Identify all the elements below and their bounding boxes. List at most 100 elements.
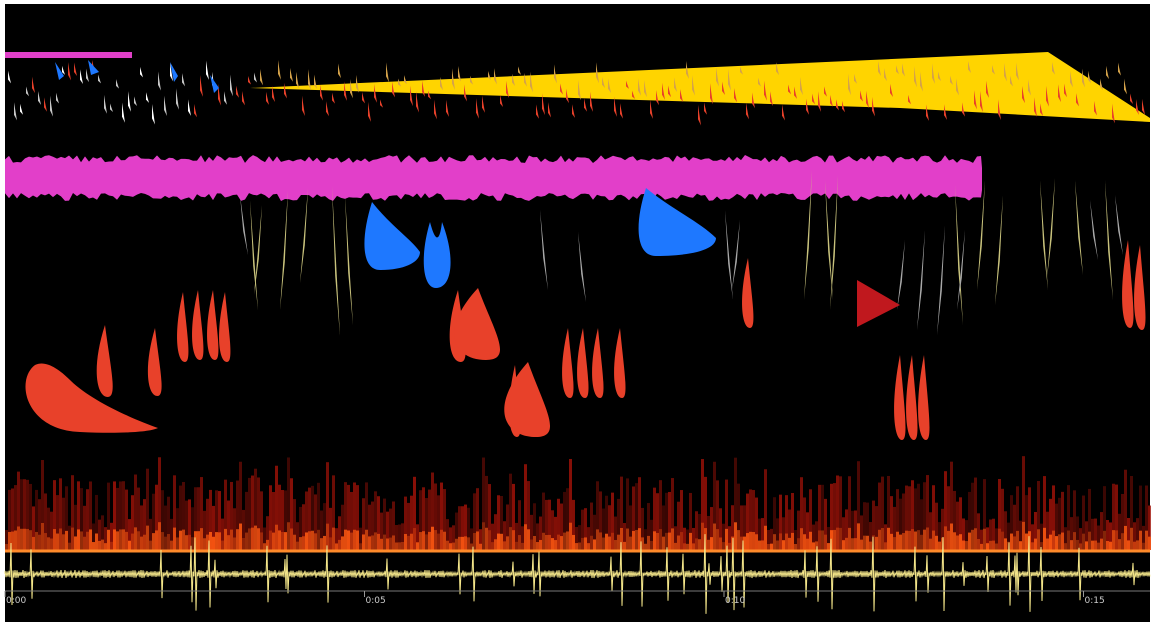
spectrogram-hot [383, 535, 386, 550]
spectrogram-hot [788, 538, 791, 550]
spectrogram-hot [1100, 539, 1103, 550]
spectrogram-hot [557, 535, 560, 550]
spectrogram-hot [896, 532, 899, 550]
spectrogram-hot [992, 541, 995, 550]
spectrogram-hot [671, 528, 674, 550]
spectrogram-hot [707, 540, 710, 550]
spectrogram-hot [1067, 531, 1070, 550]
spectrogram-hot [602, 538, 605, 550]
spectrogram-hot [785, 534, 788, 550]
spectrogram-hot [1085, 541, 1088, 550]
spectrogram-hot [728, 543, 731, 550]
spectrogram-hot [74, 536, 77, 550]
spectrogram-hot [839, 528, 842, 550]
spectrogram-hot [476, 531, 479, 550]
spectrogram-hot [446, 541, 449, 550]
spectrogram-hot [656, 533, 659, 550]
spectrogram-hot [1106, 541, 1109, 550]
spectrogram-hot [293, 535, 296, 550]
spectrogram-hot [851, 538, 854, 550]
spectrogram-hot [908, 531, 911, 550]
spectrogram-hot [1130, 528, 1133, 550]
spectrogram-hot [197, 531, 200, 550]
spectrogram-hot [386, 538, 389, 550]
spectrogram-hot [92, 542, 95, 550]
spectrogram-hot [482, 522, 485, 550]
spectrogram-hot [221, 541, 224, 550]
spectrogram-hot [443, 532, 446, 550]
spectrogram-hot [890, 534, 893, 550]
spectrogram-hot [596, 529, 599, 550]
spectrogram-hot [710, 537, 713, 550]
spectrogram-hot [107, 530, 110, 550]
spectrogram-hot [347, 530, 350, 550]
spectrogram-hot [1049, 535, 1052, 550]
spectrogram-hot [458, 537, 461, 550]
spectrogram-hot [866, 536, 869, 550]
spectrogram-hot [152, 533, 155, 550]
spectrogram-hot [200, 528, 203, 550]
spectrogram-hot [983, 529, 986, 550]
spectrogram-hot [305, 532, 308, 550]
spectrogram-hot [782, 540, 785, 550]
spectrogram-hot [959, 534, 962, 550]
spectrogram-hot [575, 543, 578, 550]
spectrogram-hot [1082, 534, 1085, 550]
spectrogram-hot [806, 539, 809, 550]
spectrogram-hot [701, 523, 704, 550]
spectrogram-hot [50, 539, 53, 550]
spectrogram-hot [623, 542, 626, 550]
spectrogram-hot [323, 536, 326, 550]
spectrogram-hot [374, 532, 377, 550]
spectrogram-hot [101, 540, 104, 550]
spectrogram-hot [737, 530, 740, 550]
spectrogram-hot [791, 533, 794, 550]
spectrogram-hot [251, 528, 254, 550]
spectrogram-hot [203, 538, 206, 550]
spectrogram-hot [869, 542, 872, 550]
spectrogram-hot [167, 534, 170, 550]
spectrogram-hot [104, 543, 107, 550]
spectrogram-hot [17, 526, 20, 550]
spectrogram-hot [452, 543, 455, 550]
spectrogram-hot [512, 530, 515, 550]
spectrogram-hot [308, 531, 311, 550]
spectrogram-hot [968, 533, 971, 550]
spectrogram-hot [659, 529, 662, 550]
spectrogram-hot [245, 533, 248, 550]
spectrogram-hot [524, 524, 527, 550]
spectrogram-hot [626, 529, 629, 550]
spectrogram-hot [248, 528, 251, 550]
spectrogram-hot [635, 530, 638, 550]
spectrogram-hot [371, 535, 374, 550]
spectrogram-hot [86, 532, 89, 550]
spectrogram-hot [572, 535, 575, 550]
spectrogram-hot [833, 530, 836, 550]
spectrogram-hot [614, 540, 617, 550]
spectrogram-hot [950, 524, 953, 550]
spectrogram-hot [971, 530, 974, 550]
spectrogram-hot [311, 531, 314, 550]
spectrogram-hot [485, 528, 488, 550]
spectrogram-hot [605, 534, 608, 550]
spectrogram-hot [581, 538, 584, 550]
spectrogram-hot [155, 530, 158, 550]
spectrogram-hot [62, 534, 65, 550]
spectrogram-hot [1148, 537, 1151, 550]
spectrogram-hot [539, 540, 542, 550]
spectrogram-hot [1115, 530, 1118, 550]
spectrogram-hot [377, 534, 380, 550]
spectrogram-hot [1070, 540, 1073, 550]
spectrogram-hot [281, 532, 284, 550]
spectrogram-hot [23, 529, 26, 550]
spectrogram-hot [254, 526, 257, 550]
spectrogram-hot [302, 536, 305, 550]
spectrogram-hot [14, 531, 17, 550]
spectrogram-hot [1124, 526, 1127, 550]
spectrogram-hot [860, 540, 863, 550]
spectrogram-hot [989, 541, 992, 550]
spectrogram-hot [146, 526, 149, 550]
spectrogram-hot [926, 528, 929, 550]
spectrogram-hot [764, 526, 767, 550]
spectrogram-hot [929, 539, 932, 550]
